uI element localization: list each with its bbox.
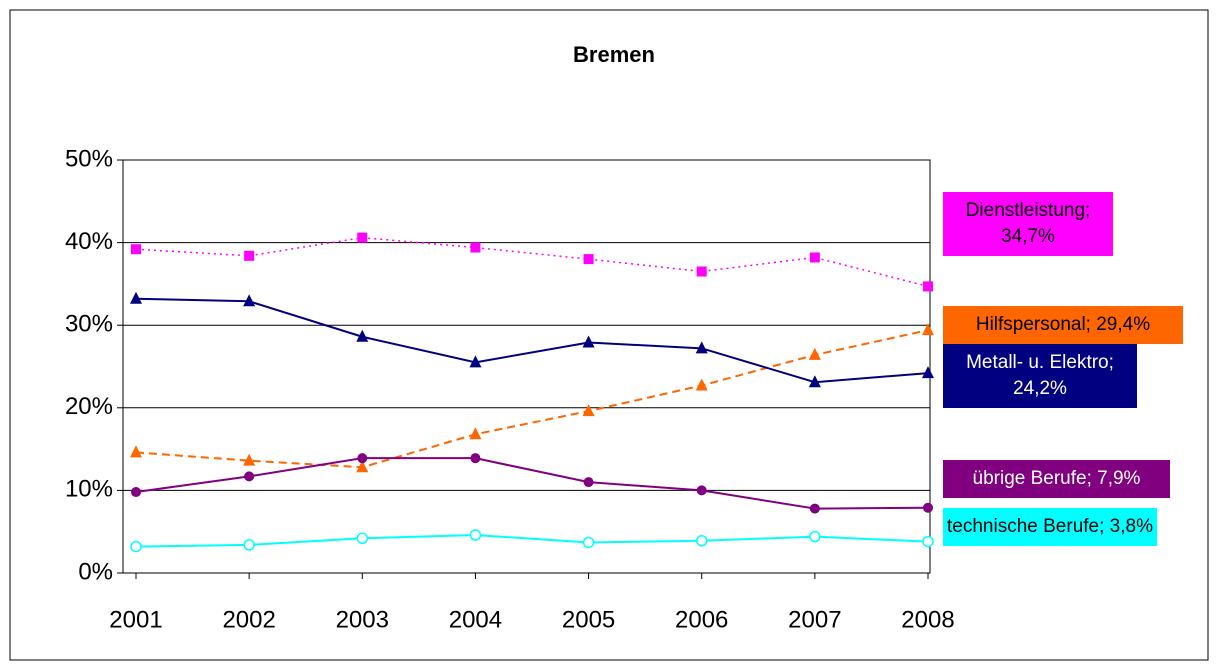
data-label: Hilfspersonal; 29,4% (943, 306, 1183, 344)
y-tick-label: 40% (65, 228, 113, 255)
marker (243, 294, 256, 307)
marker (809, 503, 820, 514)
marker (695, 378, 708, 391)
series-line (135, 457, 929, 510)
y-tick-label: 50% (65, 145, 113, 172)
marker (583, 477, 594, 488)
marker (470, 453, 481, 464)
series-line (135, 329, 929, 469)
y-tick-label: 30% (65, 311, 113, 338)
marker (582, 536, 595, 549)
marker (809, 530, 821, 543)
marker (131, 244, 141, 255)
series-line (135, 236, 929, 288)
marker (922, 535, 934, 548)
marker (469, 355, 482, 368)
marker (696, 266, 707, 277)
data-label: Metall- u. Elektro; 24,2% (943, 344, 1137, 408)
x-tick-label: 2008 (901, 606, 954, 633)
series-line (135, 297, 929, 384)
data-label: technische Berufe; 3,8% (943, 508, 1157, 546)
series-line (135, 534, 929, 548)
marker (583, 254, 594, 265)
marker (244, 471, 255, 482)
x-tick-label: 2002 (222, 606, 275, 633)
x-tick-label: 2003 (336, 606, 389, 633)
marker (244, 250, 255, 261)
marker (695, 535, 708, 547)
marker (922, 323, 934, 336)
marker (356, 532, 369, 545)
marker (130, 540, 142, 553)
marker (808, 375, 821, 388)
data-label: übrige Berufe; 7,9% (943, 460, 1170, 498)
x-tick-label: 2006 (675, 606, 728, 633)
x-tick-label: 2001 (109, 606, 162, 633)
y-tick-label: 0% (78, 558, 113, 585)
chart-title: Bremen (573, 42, 655, 67)
marker (243, 539, 255, 551)
marker (243, 453, 256, 466)
marker (923, 502, 933, 513)
x-tick-label: 2007 (788, 606, 841, 633)
marker (130, 291, 142, 304)
marker (808, 347, 821, 360)
y-tick-label: 10% (65, 476, 113, 503)
marker (470, 242, 481, 253)
marker (130, 445, 142, 458)
marker (469, 427, 482, 440)
y-tick-label: 20% (65, 393, 113, 420)
marker (809, 252, 820, 263)
marker (131, 487, 141, 498)
x-tick-label: 2004 (449, 606, 502, 633)
marker (357, 232, 368, 243)
marker (582, 335, 595, 348)
marker (582, 404, 595, 417)
marker (469, 529, 482, 541)
marker (356, 460, 369, 473)
marker (695, 341, 708, 354)
marker (923, 281, 933, 292)
x-tick-label: 2005 (562, 606, 615, 633)
marker (356, 329, 369, 342)
plot-area (122, 159, 931, 574)
marker (696, 485, 707, 496)
data-label: Dienstleistung; 34,7% (943, 192, 1113, 256)
marker (357, 453, 368, 464)
marker (922, 366, 934, 379)
